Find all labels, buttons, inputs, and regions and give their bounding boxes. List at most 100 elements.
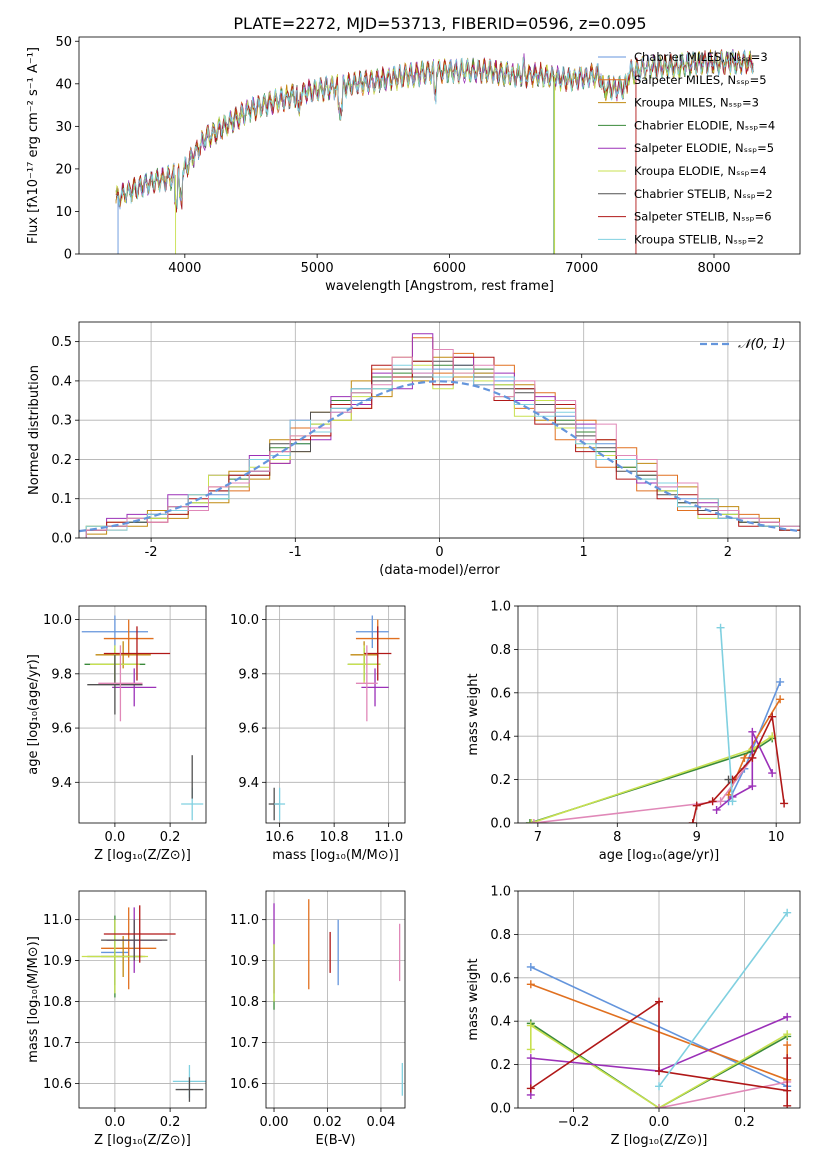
x-tick-label: 0.0 xyxy=(105,1115,126,1130)
spectrum-panel: 4000 5000 6000 7000 8000 0 10 20 30 40 50 wavelengt… xyxy=(26,35,801,294)
x-axis-label: E(B-V) xyxy=(315,1133,355,1148)
y-tick-label: 0.4 xyxy=(490,1015,511,1030)
x-tick-label: 10 xyxy=(768,830,785,845)
y-tick-label: 0.1 xyxy=(51,492,72,507)
y-tick-label: 0.3 xyxy=(51,414,72,429)
weight-line xyxy=(530,1024,788,1108)
y-tick-label: 1.0 xyxy=(490,885,511,900)
axes-frame xyxy=(78,36,801,255)
y-tick-label: 10.6 xyxy=(230,1077,259,1092)
x-axis-label: Z [log₁₀(Z/Z⊙)] xyxy=(94,848,191,863)
weight-marker xyxy=(716,797,725,806)
weight-line xyxy=(530,1016,788,1095)
histogram-step xyxy=(85,364,800,538)
weight-marker xyxy=(526,1045,535,1054)
histogram-step xyxy=(85,349,800,538)
legend-label: Chabrier ELODIE, Nₛₛₚ=4 xyxy=(634,118,775,132)
axes-frame xyxy=(78,890,207,1109)
y-tick-label: 0.0 xyxy=(51,532,72,547)
plot-area xyxy=(115,49,754,254)
y-axis-label: Normed distribution xyxy=(27,365,42,495)
y-tick-label: 9.6 xyxy=(238,722,259,737)
axes-frame xyxy=(78,321,801,539)
weight-marker xyxy=(783,1041,792,1050)
histogram-step xyxy=(85,337,800,538)
y-tick-label: 9.6 xyxy=(51,722,72,737)
y-tick-label: 30 xyxy=(55,120,72,135)
y-axis-label: mass weight xyxy=(466,673,481,755)
y-tick-label: 10 xyxy=(55,205,72,220)
weight-marker xyxy=(783,908,792,917)
normal-reference-curve xyxy=(79,380,800,533)
plot-area xyxy=(273,899,403,1096)
x-tick-label: 0.0 xyxy=(649,1115,670,1130)
weight-marker xyxy=(655,1082,663,1091)
weight-marker xyxy=(708,797,717,806)
weight-marker xyxy=(748,782,757,791)
y-tick-label: 0.2 xyxy=(51,453,72,468)
y-tick-label: 0.4 xyxy=(490,730,511,745)
y-tick-label: 0.6 xyxy=(490,971,511,986)
x-axis-label: Z [log₁₀(Z/Z⊙)] xyxy=(94,1133,191,1148)
plot-area xyxy=(81,905,206,1102)
mass-vs-metallicity-panel: 0.0 0.2 10.6 10.7 10.8 10.9 11.0 Z [log₁₀(Z/Z⊙)… xyxy=(26,890,207,1148)
weight-marker xyxy=(526,962,535,971)
weight-marker xyxy=(526,1054,535,1063)
weight-marker xyxy=(776,677,785,686)
weight-line xyxy=(658,1081,788,1108)
massweight-vs-metallicity-panel: −0.2 0.0 0.2 0.0 0.2 0.4 0.6 0.8 1.0 Z [log₁₀(Z/Z… xyxy=(466,885,801,1148)
weight-marker xyxy=(783,1054,792,1063)
y-axis-label: mass weight xyxy=(466,958,481,1040)
histogram-step xyxy=(85,360,800,538)
histogram-step xyxy=(85,364,800,538)
weight-marker xyxy=(526,1084,535,1093)
y-tick-label: 50 xyxy=(55,35,72,50)
mass-vs-ebv-panel: 0.00 0.02 0.04 10.6 10.7 10.8 10.9 11.0 E(B-V) xyxy=(230,890,406,1148)
y-tick-label: 10.7 xyxy=(230,1036,259,1051)
y-tick-label: 10.0 xyxy=(230,613,259,628)
y-tick-label: 9.8 xyxy=(51,667,72,682)
legend-label: Salpeter ELODIE, Nₛₛₚ=5 xyxy=(634,141,774,155)
y-tick-label: 20 xyxy=(55,162,72,177)
weight-marker xyxy=(712,805,721,814)
weight-marker xyxy=(748,753,757,762)
legend-label: 𝒩(0, 1) xyxy=(738,337,785,352)
y-tick-label: 0 xyxy=(64,248,72,263)
y-tick-label: 9.4 xyxy=(238,776,259,791)
figure-title: PLATE=2272, MJD=53713, FIBERID=0596, z=0… xyxy=(233,14,646,33)
x-tick-label: 10.6 xyxy=(265,830,294,845)
x-tick-label: 9 xyxy=(693,830,701,845)
x-tick-label: 0.0 xyxy=(105,830,126,845)
y-tick-label: 0.5 xyxy=(51,335,72,350)
histogram-step xyxy=(85,364,800,538)
y-tick-label: 9.8 xyxy=(238,667,259,682)
y-tick-label: 0.2 xyxy=(490,1058,511,1073)
massweight-vs-age-panel: 7 8 9 10 0.0 0.2 0.4 0.6 0.8 1.0 age [log₁₀(age/yr… xyxy=(466,600,801,863)
x-tick-label: 5000 xyxy=(301,261,334,276)
x-tick-label: -2 xyxy=(145,545,158,560)
weight-marker xyxy=(768,769,777,778)
y-tick-label: 0.8 xyxy=(490,643,511,658)
weight-marker xyxy=(527,819,536,823)
weight-marker xyxy=(525,819,534,823)
weight-line xyxy=(719,627,734,802)
weight-marker xyxy=(688,819,697,823)
legend-label: Kroupa STELIB, Nₛₛₚ=2 xyxy=(634,232,764,246)
plot-area xyxy=(525,623,789,823)
legend-label: Kroupa ELODIE, Nₛₛₚ=4 xyxy=(634,164,767,178)
weight-line xyxy=(530,1000,788,1106)
x-tick-label: 0.00 xyxy=(260,1115,289,1130)
legend-label: Salpeter STELIB, Nₛₛₚ=6 xyxy=(634,210,772,224)
x-axis-label: (data-model)/error xyxy=(379,563,500,578)
residual-histogram-panel: -2 -1 0 1 2 0.0 0.1 0.2 0.3 0.4 0.5 (data-model)/er… xyxy=(27,321,801,578)
axes-frame xyxy=(265,605,406,824)
y-tick-label: 0.0 xyxy=(490,1102,511,1117)
weight-marker xyxy=(780,799,789,808)
weight-line xyxy=(530,1022,788,1108)
weight-marker xyxy=(783,1086,792,1095)
histogram-step xyxy=(85,360,800,538)
legend-label: Chabrier STELIB, Nₛₛₚ=2 xyxy=(634,187,773,201)
y-tick-label: 10.7 xyxy=(43,1036,72,1051)
x-tick-label: 0.04 xyxy=(366,1115,395,1130)
y-tick-label: 10.9 xyxy=(230,954,259,969)
